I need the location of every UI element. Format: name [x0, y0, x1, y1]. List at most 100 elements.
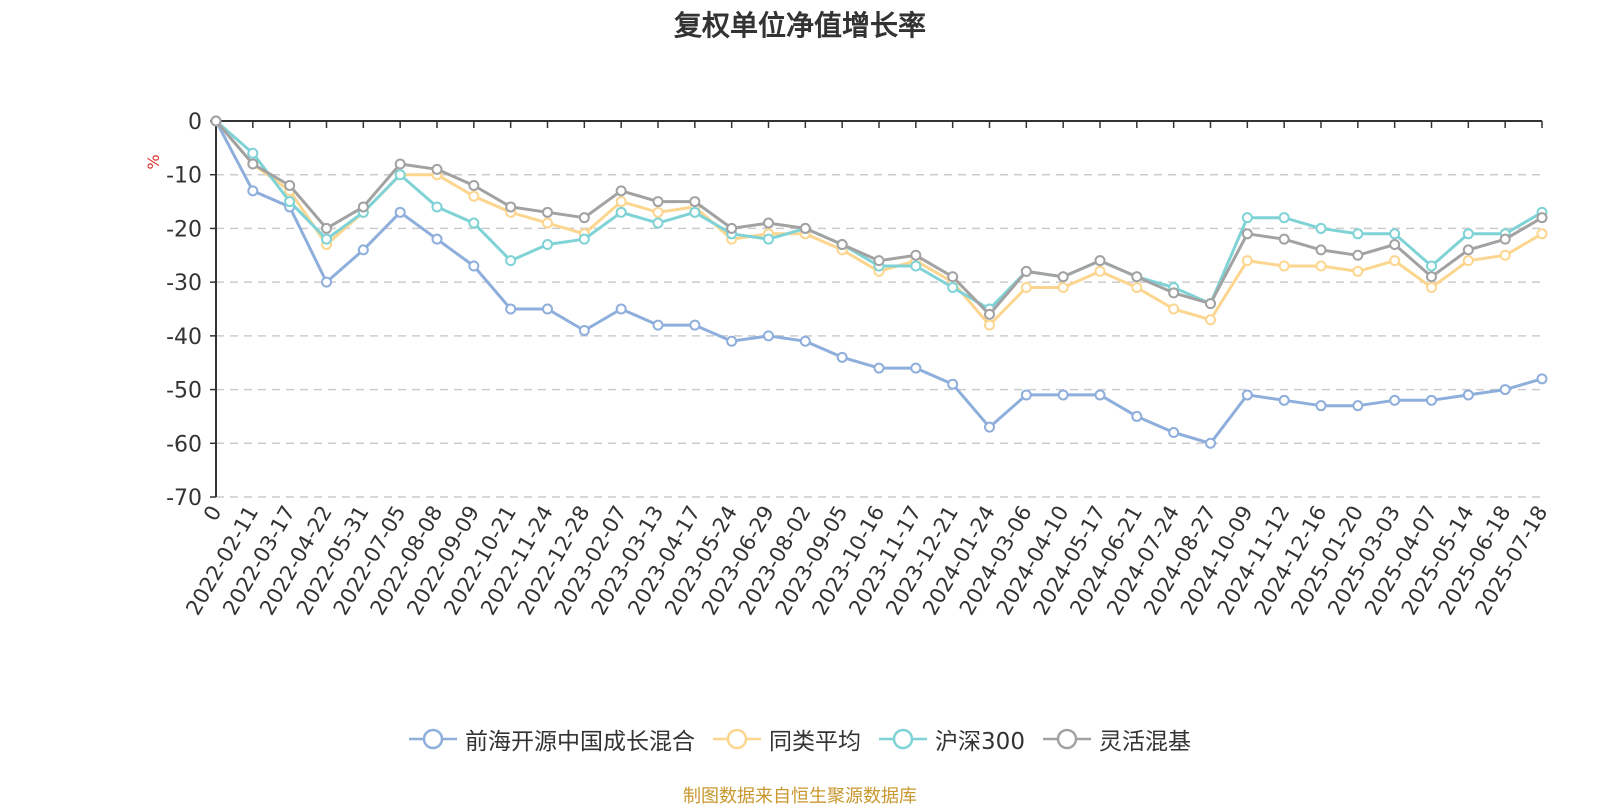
data-point: [1094, 255, 1106, 267]
tick-labels: 0-10-20-30-40-50-60-70%02022-02-112022-0…: [144, 110, 1552, 619]
data-point: [505, 255, 517, 267]
data-point: [284, 196, 296, 208]
data-point: [1315, 260, 1327, 272]
data-point: [726, 335, 738, 347]
x-tick-label: 0: [199, 502, 226, 526]
y-axis-label: %: [144, 154, 163, 169]
data-point: [1020, 389, 1032, 401]
data-point: [1168, 287, 1180, 299]
data-point: [1094, 265, 1106, 277]
data-point: [247, 185, 259, 197]
data-point: [726, 222, 738, 234]
data-point: [984, 319, 995, 331]
data-point: [873, 362, 885, 374]
data-point: [1131, 282, 1143, 294]
data-point: [578, 233, 590, 245]
data-point: [615, 303, 627, 315]
legend-marker-icon: [879, 728, 928, 750]
legend-label: 沪深300: [935, 729, 1025, 755]
series-line-3: [214, 120, 1543, 316]
data-point: [1462, 244, 1474, 256]
legend-marker-icon: [409, 728, 458, 750]
data-point: [468, 190, 480, 202]
data-point: [689, 196, 701, 208]
data-point: [1241, 389, 1253, 401]
data-point: [652, 319, 664, 331]
data-point: [1278, 212, 1290, 224]
y-tick-label: -20: [166, 217, 202, 242]
legend-marker-icon: [713, 728, 762, 750]
data-point: [321, 222, 332, 234]
source-note: 制图数据来自恒生聚源数据库: [683, 786, 917, 807]
data-point: [357, 201, 369, 213]
y-tick-label: -70: [166, 486, 202, 511]
data-point: [247, 158, 259, 170]
data-point: [468, 260, 480, 272]
data-point: [284, 179, 296, 191]
y-tick-label: -40: [166, 325, 202, 350]
data-point: [689, 206, 701, 218]
data-point: [431, 163, 443, 175]
y-tick-label: -60: [166, 432, 202, 457]
data-point: [1315, 222, 1327, 234]
data-point: [984, 421, 995, 433]
legend-marker-icon: [1042, 728, 1091, 750]
data-point: [1352, 265, 1364, 277]
data-point: [1020, 282, 1032, 294]
data-point: [1462, 389, 1474, 401]
data-point: [1205, 298, 1216, 310]
data-point: [652, 196, 664, 208]
data-point: [1278, 394, 1290, 406]
data-point: [615, 206, 627, 218]
y-tick-label: 0: [188, 110, 202, 135]
data-point: [394, 206, 406, 218]
data-point: [1352, 228, 1364, 240]
legend: 前海开源中国成长混合 同类平均 沪深300 灵活混基: [0, 722, 1600, 756]
data-point: [394, 169, 406, 181]
data-point: [357, 244, 369, 256]
data-point: [615, 185, 627, 197]
data-point: [321, 276, 332, 288]
data-point: [1352, 400, 1364, 412]
chart-title: 复权单位净值增长率: [673, 9, 926, 42]
data-point: [247, 147, 259, 159]
data-point: [505, 201, 517, 213]
data-point: [1278, 233, 1290, 245]
data-point: [1426, 271, 1437, 283]
data-point: [431, 233, 443, 245]
legend-label: 灵活混基: [1098, 729, 1191, 755]
data-point: [1499, 384, 1511, 396]
data-point: [763, 233, 774, 245]
data-point: [1168, 303, 1180, 315]
data-point: [652, 206, 664, 218]
data-point: [1536, 212, 1548, 224]
data-point: [1389, 255, 1401, 267]
data-point: [1020, 265, 1032, 277]
data-point: [542, 239, 553, 251]
data-point: [910, 260, 922, 272]
data-point: [1426, 260, 1437, 272]
data-point: [910, 249, 922, 261]
legend-item[interactable]: 前海开源中国成长混合: [409, 722, 695, 756]
y-tick-label: -50: [166, 379, 202, 404]
series-lines: [210, 115, 1548, 449]
data-point: [468, 179, 480, 191]
grid-lines: [216, 173, 1542, 498]
legend-label: 前海开源中国成长混合: [465, 729, 696, 755]
legend-item[interactable]: 同类平均: [713, 722, 861, 756]
legend-item[interactable]: 沪深300: [879, 722, 1025, 756]
data-point: [394, 158, 406, 170]
data-point: [799, 335, 811, 347]
legend-item[interactable]: 灵活混基: [1042, 722, 1191, 756]
data-point: [1057, 282, 1069, 294]
data-point: [1389, 228, 1401, 240]
data-point: [210, 115, 222, 127]
data-point: [468, 217, 480, 229]
data-point: [1057, 271, 1069, 283]
data-point: [431, 201, 443, 213]
data-point: [1462, 228, 1474, 240]
data-point: [1278, 260, 1290, 272]
data-point: [578, 324, 590, 336]
y-tick-label: -10: [166, 164, 202, 189]
